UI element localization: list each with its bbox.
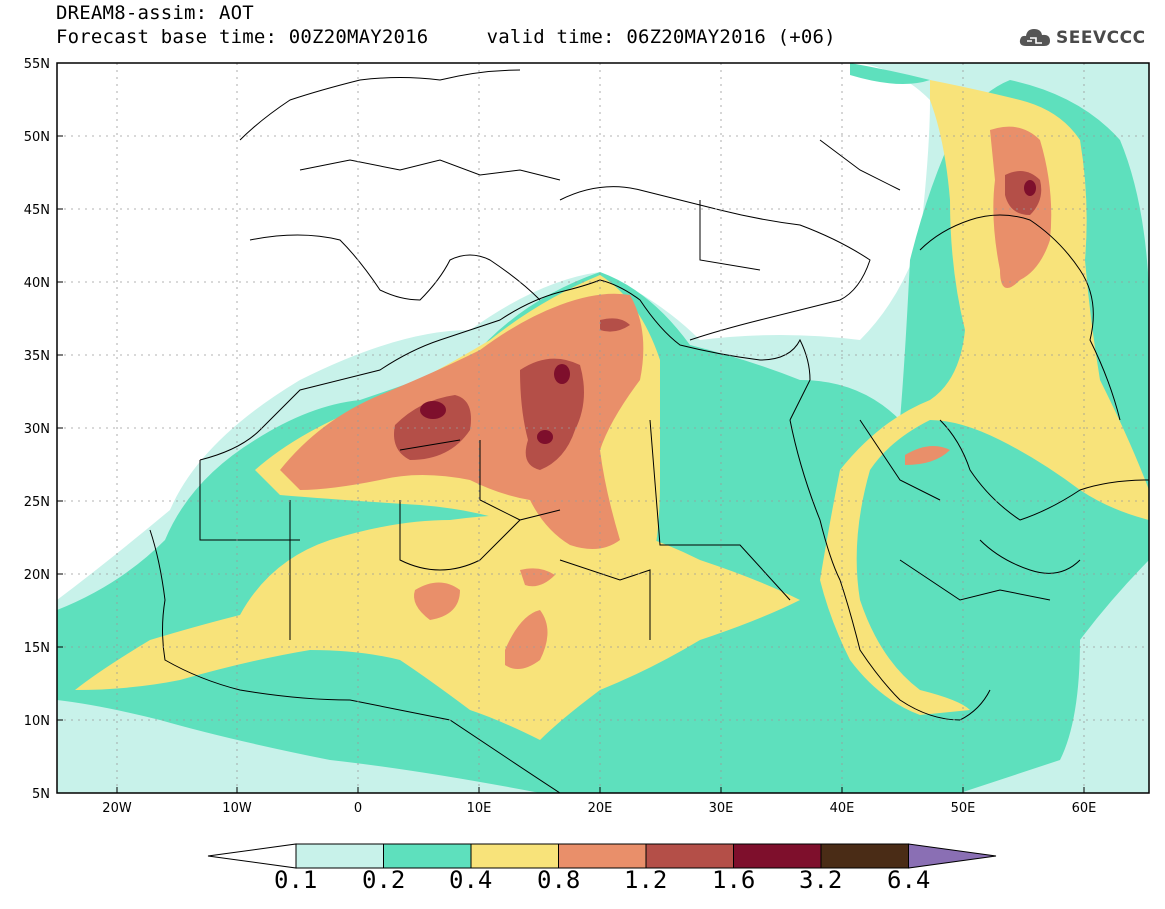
lon-tick-label: 40E [830, 801, 855, 816]
colorbar-segment [733, 843, 822, 869]
lat-tick-label: 5N [32, 787, 50, 802]
lon-tick-label: 50E [951, 801, 976, 816]
base-time-label: Forecast base time: 00Z20MAY2016 [56, 26, 429, 48]
lon-tick-label: 0 [354, 801, 362, 816]
colorbar-segment [558, 843, 647, 869]
aot-band-1.6 [420, 180, 1036, 444]
lon-tick-label: 10W [222, 801, 252, 816]
lat-tick-label: 25N [24, 495, 50, 510]
lon-tick-label: 20E [588, 801, 613, 816]
aot-band-1.2 [394, 171, 1042, 470]
lat-tick-label: 10N [24, 714, 50, 729]
colorbar-label: 0.2 [362, 866, 406, 894]
colorbar-segment [295, 843, 384, 869]
colorbar-segment [645, 843, 734, 869]
tick-marks [57, 62, 1085, 794]
lon-tick-label: 20W [102, 801, 132, 816]
valid-time-label: valid time: 06Z20MAY2016 (+06) [486, 26, 836, 48]
colorbar-label: 0.1 [274, 866, 318, 894]
lat-tick-label: 15N [24, 641, 50, 656]
time-subtitle: Forecast base time: 00Z20MAY2016 valid t… [56, 26, 836, 48]
lat-tick-label: 20N [24, 568, 50, 583]
lat-tick-label: 55N [24, 57, 50, 72]
lat-tick-label: 35N [24, 349, 50, 364]
colorbar-label: 6.4 [887, 866, 931, 894]
colorbar-segment [383, 843, 472, 869]
lat-tick-label: 45N [24, 203, 50, 218]
lon-tick-label: 10E [467, 801, 492, 816]
chart-title: DREAM8-assim: AOT [56, 2, 254, 24]
cloud-icon [1019, 29, 1050, 46]
lat-tick-label: 40N [24, 276, 50, 291]
lat-tick-labels: 55N 50N 45N 40N 35N 30N 25N 20N 15N 10N … [24, 57, 50, 802]
logo-text: SEEVCCC [1056, 28, 1146, 48]
colorbar-label: 1.6 [712, 866, 756, 894]
lat-tick-label: 30N [24, 422, 50, 437]
seevccc-logo: SEEVCCC [1018, 26, 1146, 50]
colorbar-segment [470, 843, 559, 869]
colorbar-label: 3.2 [799, 866, 843, 894]
colorbar-label: 1.2 [624, 866, 668, 894]
colorbar-upper-arrow [908, 843, 997, 869]
lon-tick-labels: 20W 10W 0 10E 20E 30E 40E 50E 60E [102, 801, 1096, 816]
colorbar-label: 0.8 [537, 866, 581, 894]
lat-tick-label: 50N [24, 130, 50, 145]
lon-tick-label: 60E [1072, 801, 1097, 816]
coastlines [149, 69, 1149, 793]
colorbar [207, 843, 997, 869]
gridlines [57, 63, 1149, 793]
colorbar-label: 0.4 [449, 866, 493, 894]
colorbar-segment [820, 843, 909, 869]
colorbar-lower-arrow [207, 843, 297, 869]
lon-tick-label: 30E [709, 801, 734, 816]
